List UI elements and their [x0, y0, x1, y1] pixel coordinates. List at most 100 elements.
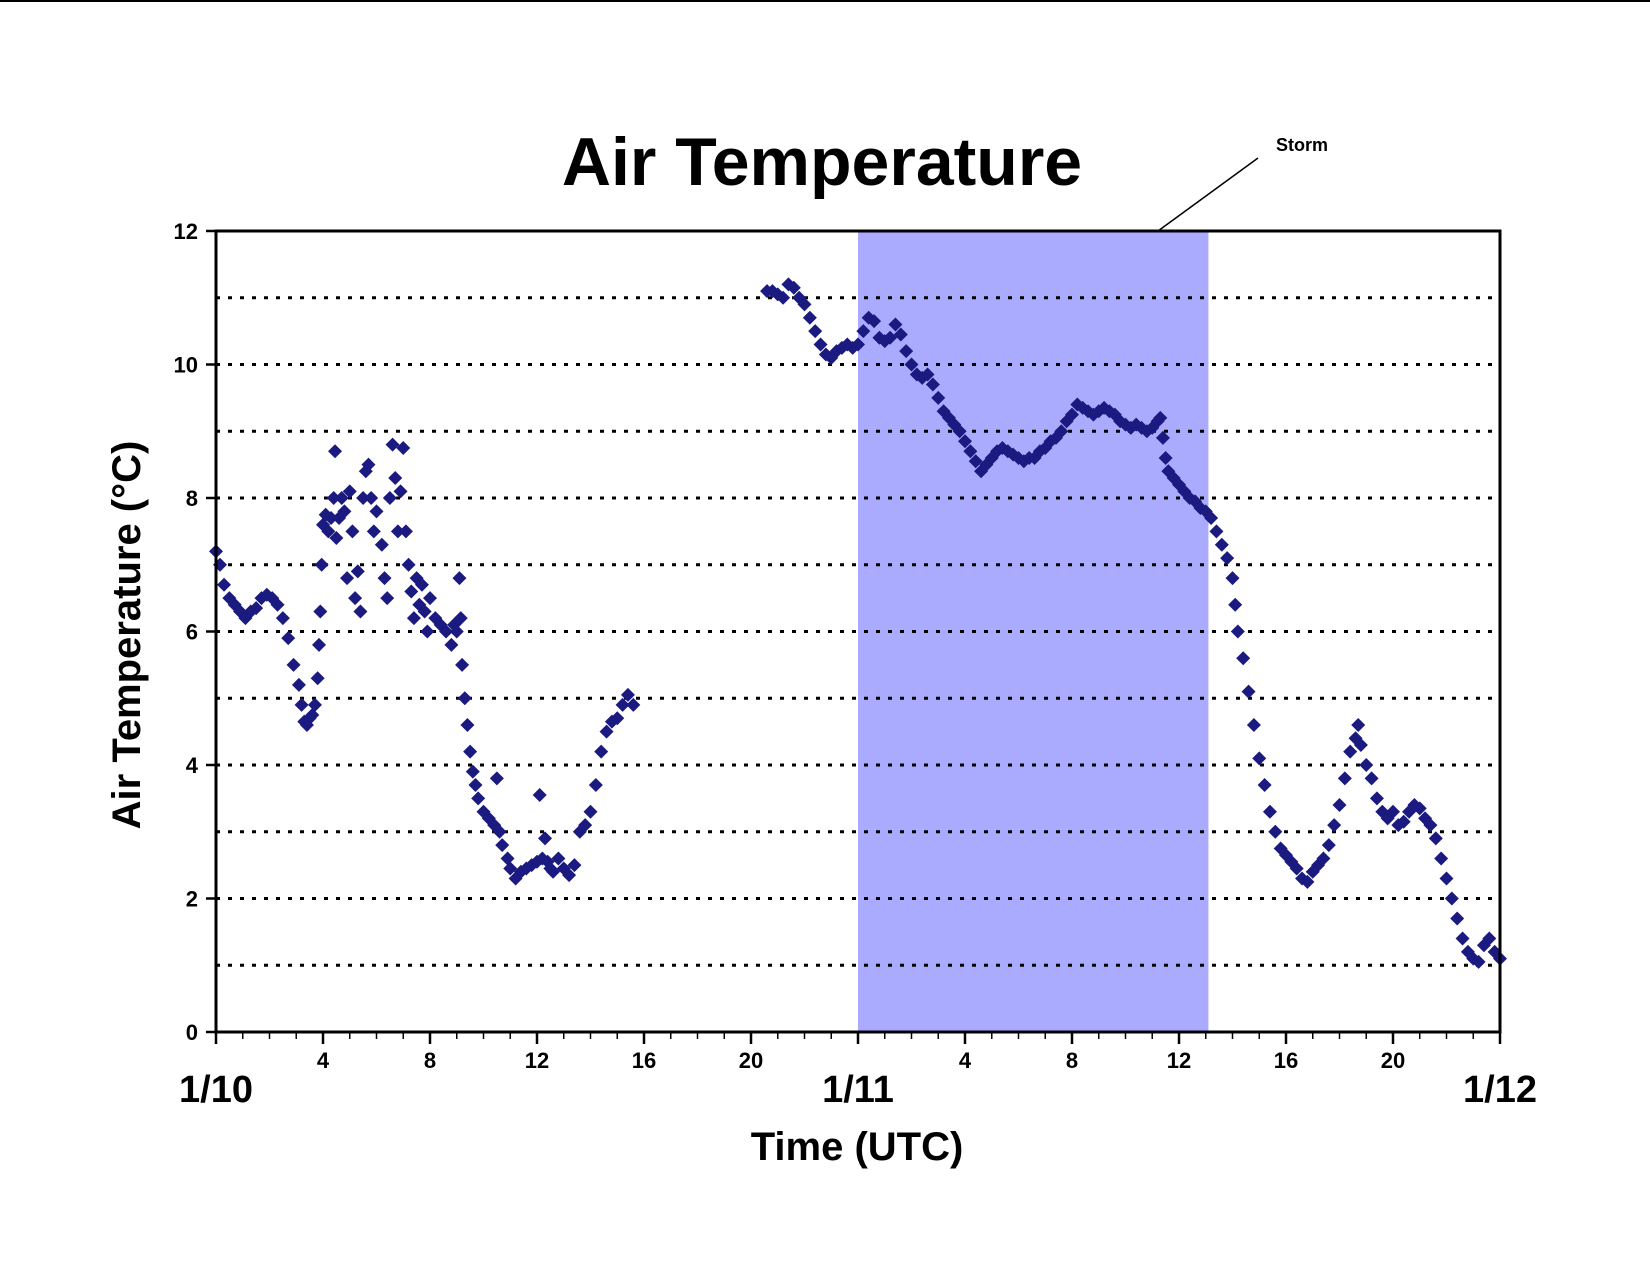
data-point [366, 524, 381, 539]
data-point [444, 637, 459, 652]
data-point [489, 771, 504, 786]
data-point [1236, 651, 1251, 666]
data-point [1153, 410, 1168, 425]
y-tick-label: 0 [186, 1020, 198, 1045]
data-point [1482, 931, 1497, 946]
data-point [1289, 861, 1304, 876]
data-point [786, 280, 801, 295]
data-point [610, 711, 625, 726]
data-point [1353, 737, 1368, 752]
storm-leader-line [1157, 157, 1259, 232]
data-point [328, 444, 343, 459]
data-point [380, 591, 395, 606]
x-date-label: 1/11 [822, 1069, 894, 1111]
data-point [460, 717, 475, 732]
x-axis-label: Time (UTC) [751, 1125, 964, 1169]
data-point [808, 324, 823, 339]
data-point [340, 571, 355, 586]
data-point [393, 484, 408, 499]
data-point [249, 601, 264, 616]
top-border-line [0, 0, 1650, 2]
data-point [313, 604, 328, 619]
data-point [899, 344, 914, 359]
data-point [1428, 831, 1443, 846]
x-date-label: 1/12 [1463, 1069, 1537, 1111]
y-tick-label: 2 [186, 887, 198, 912]
data-point [1204, 511, 1219, 526]
data-point [275, 611, 290, 626]
data-point [1155, 430, 1170, 445]
data-point [1316, 851, 1331, 866]
data-point [1434, 851, 1449, 866]
data-point [463, 744, 478, 759]
data-point [350, 564, 365, 579]
data-point [495, 838, 510, 853]
data-point [1230, 624, 1245, 639]
data-point [311, 637, 326, 652]
data-point [1225, 571, 1240, 586]
data-point [626, 697, 641, 712]
data-point [500, 851, 515, 866]
y-tick-label: 8 [186, 486, 198, 511]
data-point [1396, 814, 1411, 829]
chart-title: Air Temperature [562, 124, 1082, 200]
data-point [1220, 551, 1235, 566]
data-point [952, 424, 967, 439]
data-point [883, 330, 898, 345]
y-tick-label: 4 [186, 753, 199, 778]
data-point [414, 577, 429, 592]
data-point [620, 687, 635, 702]
data-point [1209, 524, 1224, 539]
data-point [1351, 717, 1366, 732]
data-point [321, 524, 336, 539]
data-point [1262, 804, 1277, 819]
data-point [925, 377, 940, 392]
data-point [1364, 771, 1379, 786]
data-point [1321, 838, 1336, 853]
data-point [455, 657, 470, 672]
data-point [963, 444, 978, 459]
data-point [457, 691, 472, 706]
data-point [334, 491, 349, 505]
data-point [1455, 931, 1470, 946]
data-point [958, 434, 972, 449]
y-tick-label: 6 [186, 620, 198, 645]
data-point [1471, 954, 1486, 969]
data-point [562, 868, 577, 883]
data-point [398, 524, 413, 539]
data-point [1386, 804, 1400, 819]
data-point [345, 524, 360, 539]
data-point [931, 390, 946, 405]
data-point [578, 818, 593, 833]
data-point [797, 297, 812, 312]
x-tick-label: 4 [959, 1048, 972, 1073]
y-tick-label: 10 [174, 353, 198, 378]
data-point [1065, 407, 1079, 422]
data-point [369, 504, 384, 519]
x-tick-label: 12 [525, 1048, 549, 1073]
data-point [1246, 717, 1261, 732]
data-point [802, 310, 817, 325]
data-point [270, 597, 285, 612]
data-point [310, 671, 325, 686]
data-point [423, 591, 437, 606]
data-point [385, 437, 400, 452]
data-point [468, 778, 483, 793]
data-point [449, 624, 464, 639]
data-point [353, 604, 368, 619]
data-point [406, 611, 421, 626]
data-point [492, 824, 507, 839]
data-point [1337, 771, 1352, 786]
data-point [851, 337, 865, 352]
data-point [1158, 450, 1173, 465]
data-point [1343, 744, 1358, 759]
x-tick-label: 12 [1167, 1048, 1191, 1073]
data-point [1241, 684, 1256, 699]
data-point [1228, 597, 1243, 612]
data-point [377, 571, 392, 586]
data-point [439, 624, 454, 639]
data-point [1450, 911, 1465, 926]
data-point [1214, 537, 1229, 552]
y-tick-label: 12 [174, 219, 198, 244]
x-date-label: 1/10 [179, 1069, 253, 1111]
